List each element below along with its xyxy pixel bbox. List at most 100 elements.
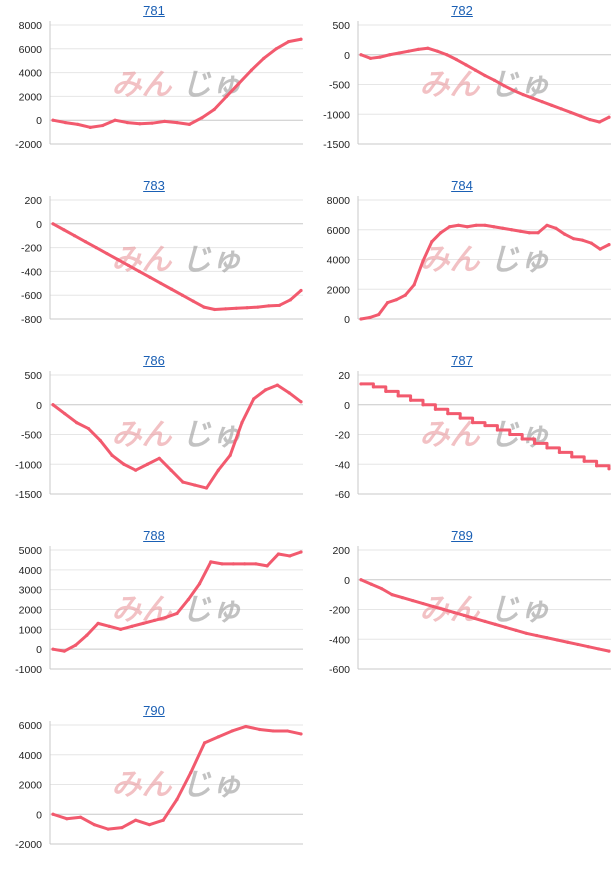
y-tick-label: 5000 [19,545,43,557]
chart-title-link[interactable]: 789 [451,528,473,543]
data-point [106,827,110,831]
data-point [245,306,249,310]
data-point [145,462,150,466]
data-point [125,120,129,125]
data-point [524,631,528,635]
data-point [430,240,434,244]
data-point [202,741,207,745]
data-point [180,293,184,297]
chart-panel-783: 783 200 0 -200 -400 -600 -800 みん じゅ [0,175,308,350]
data-point [159,281,163,285]
chart-panel-790: 790 6000 4000 2000 0 -2000 みん じゅ [0,700,308,875]
data-point [274,47,278,51]
data-point [78,815,83,819]
chart-title-link[interactable]: 790 [143,703,165,718]
data-point [458,416,462,420]
data-point [63,412,67,416]
data-point [431,604,435,609]
data-point [163,119,167,123]
y-tick-label: 2000 [19,605,43,617]
y-tick-label: -20 [335,430,350,442]
data-point [559,107,563,111]
y-tick-label: 0 [36,219,42,231]
data-point [607,243,611,247]
watermark-logo: じゅ [490,593,550,628]
data-point [540,100,544,104]
data-point [126,263,131,268]
y-tick-label: 20 [338,370,350,382]
data-point [514,628,518,632]
data-point [223,307,228,311]
data-point [566,640,570,644]
watermark-logo: みん [112,418,173,453]
y-tick-label: 8000 [327,195,351,207]
y-tick-label: -60 [335,489,350,501]
chart-title-link[interactable]: 787 [451,353,473,368]
data-point [228,453,232,457]
chart-svg: 5000 4000 3000 2000 1000 0 -1000 みん じゅ [15,545,303,676]
chart-panel-782: 782 500 0 -500 -1000 -1500 みん じゅ [308,0,616,175]
chart-title-link[interactable]: 784 [451,178,473,193]
data-point [148,275,152,279]
data-point [483,223,487,227]
data-point [368,315,372,320]
y-tick-label: -400 [21,266,42,278]
data-point [396,394,400,398]
data-point [72,234,77,238]
data-point [445,53,449,57]
chart-panel-787: 787 20 0 -20 -40 -60 みん じゅ [308,350,616,525]
data-point [130,624,134,628]
data-point [254,562,258,566]
data-point [288,298,292,302]
chart-title-link[interactable]: 788 [143,528,165,543]
data-point [276,552,281,556]
series-line [51,383,303,490]
data-point [504,625,508,629]
data-point [116,257,120,262]
data-point [536,231,540,235]
data-point [586,645,590,649]
data-point [216,468,220,472]
watermark-logo: みん [420,68,481,103]
y-tick-label: 0 [344,314,350,326]
chart-title-link[interactable]: 783 [143,178,165,193]
chart-svg: 500 0 -500 -1000 -1500 みん じゅ [323,20,611,151]
y-tick-label: -600 [21,290,42,302]
y-tick-label: 0 [36,809,42,821]
watermark-logo: じゅ [182,68,242,103]
data-point [220,562,224,566]
data-point [545,636,549,640]
chart-title-link[interactable]: 781 [143,3,165,18]
y-tick-label: 200 [332,545,350,557]
data-point [421,259,425,263]
data-point [161,818,165,822]
data-point [473,68,478,72]
data-point [51,647,55,651]
data-point [51,118,55,122]
data-point [473,616,477,621]
y-tick-label: 4000 [19,750,43,762]
data-point [492,78,497,82]
data-point [589,241,593,245]
chart-title-link[interactable]: 782 [451,3,473,18]
data-point [384,389,388,393]
data-point [107,624,111,628]
chart-title-link[interactable]: 786 [143,353,165,368]
data-point [62,228,66,232]
chart-panel-786: 786 500 0 -500 -1000 -1500 みん じゅ [0,350,308,525]
data-point [394,298,399,302]
data-point [359,317,363,321]
data-point [134,818,138,822]
y-tick-label: -40 [335,459,350,471]
data-point [426,46,430,50]
data-point [545,446,549,450]
data-point [533,441,537,446]
y-tick-label: 500 [332,20,350,32]
watermark-logo: じゅ [490,68,550,103]
y-tick-label: -800 [21,314,42,326]
y-tick-label: -500 [21,430,42,442]
series-line [51,724,303,831]
data-point [471,421,475,425]
